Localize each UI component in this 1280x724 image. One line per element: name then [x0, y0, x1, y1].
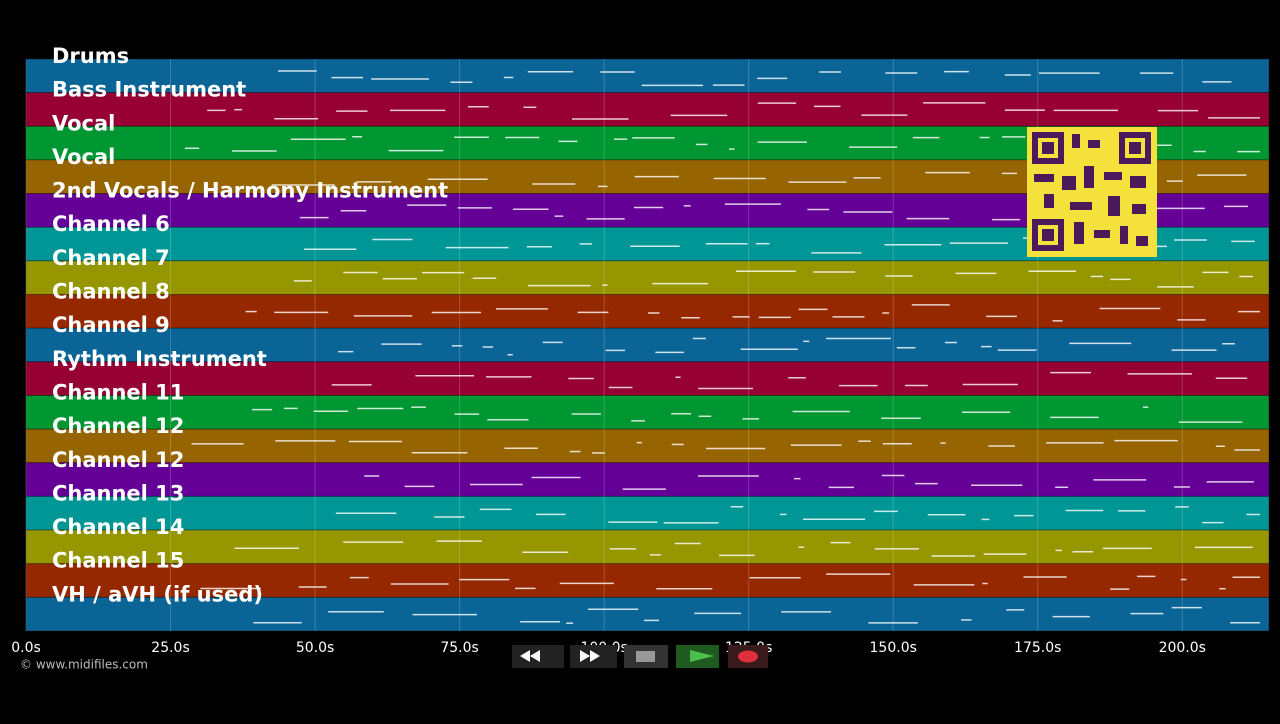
play-button[interactable]: [676, 645, 719, 668]
track-label: Vocal: [52, 111, 115, 135]
track-label: Channel 12: [52, 448, 184, 472]
track-band: [25, 58, 1270, 94]
track-label: Channel 11: [52, 380, 184, 404]
track-label: Vocal: [52, 145, 115, 169]
track-label: Channel 7: [52, 246, 170, 270]
time-axis: 0.0s25.0s50.0s75.0s100.0s125.0s150.0s175…: [11, 640, 1206, 656]
track-band: [25, 394, 1270, 430]
track-label: Rythm Instrument: [52, 347, 267, 371]
x-tick-label: 150.0s: [870, 640, 917, 656]
stop-button[interactable]: [624, 645, 668, 668]
track-band: [25, 294, 1270, 329]
track-label: Channel 8: [52, 280, 170, 304]
transport-controls: [512, 645, 768, 668]
rewind-button[interactable]: [512, 645, 564, 668]
copyright: © www.midifiles.com: [20, 658, 148, 672]
x-tick-label: 50.0s: [296, 640, 334, 656]
track-band: [25, 92, 1270, 127]
x-tick-label: 25.0s: [151, 640, 189, 656]
track-label: Bass Instrument: [52, 78, 246, 102]
track-label: Channel 9: [52, 313, 170, 337]
track-label: Channel 13: [52, 481, 184, 505]
track-band: [25, 260, 1270, 296]
track-band: [25, 428, 1270, 464]
track-band: [25, 462, 1270, 497]
x-tick-label: 0.0s: [11, 640, 41, 656]
track-label: Channel 6: [52, 212, 170, 236]
track-band: [25, 495, 1270, 531]
track-band: [25, 596, 1270, 632]
track-labels: Drums Bass Instrument Vocal Vocal 2nd Vocals…: [52, 44, 448, 606]
track-label: VH / aVH (if used): [52, 582, 263, 606]
track-band: [25, 529, 1270, 565]
track-label: 2nd Vocals / Harmony Instrument: [52, 179, 448, 203]
track-label: Channel 15: [52, 549, 184, 573]
qr-code: [1027, 127, 1157, 257]
track-band: [25, 563, 1270, 598]
track-band: [25, 361, 1270, 396]
x-tick-label: 175.0s: [1014, 640, 1061, 656]
notes: [184, 70, 1260, 624]
x-tick-label: 75.0s: [440, 640, 478, 656]
track-label: Drums: [52, 44, 129, 68]
record-button[interactable]: [728, 645, 768, 668]
track-label: Channel 14: [52, 515, 184, 539]
fast-forward-button[interactable]: [570, 645, 617, 668]
track-label: Channel 12: [52, 414, 184, 438]
x-tick-label: 200.0s: [1159, 640, 1206, 656]
